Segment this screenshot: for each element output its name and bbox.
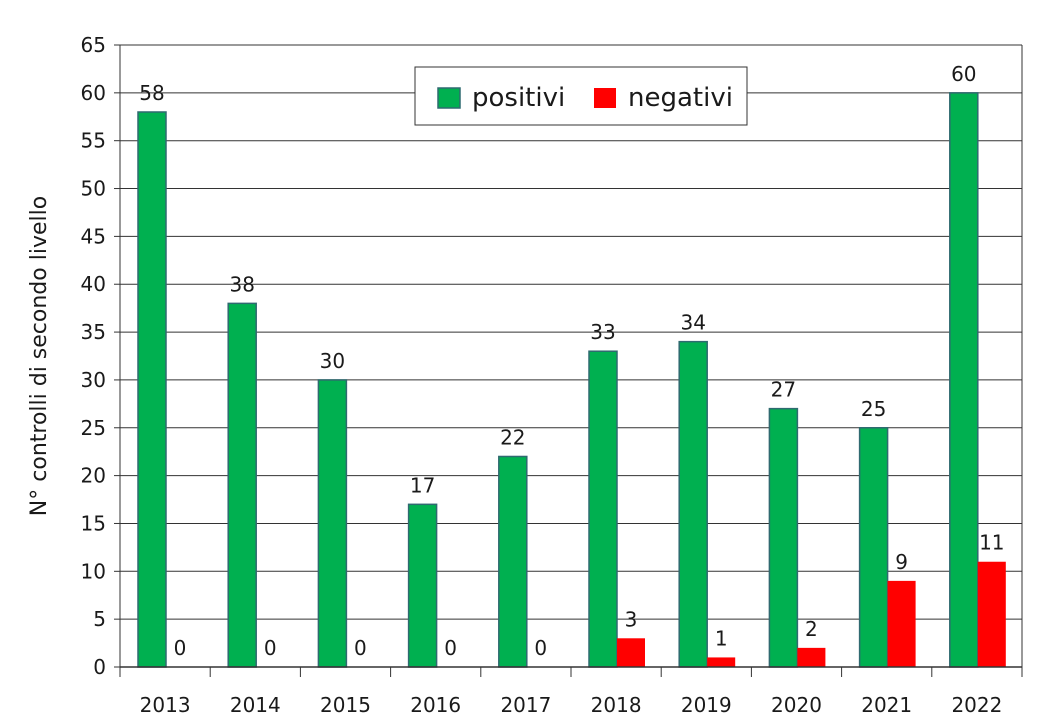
legend-swatch-positivi bbox=[437, 87, 461, 109]
x-tick-label: 2016 bbox=[410, 693, 461, 715]
bars bbox=[137, 92, 1006, 668]
bar-positivi-2016 bbox=[407, 503, 438, 668]
data-label: 2 bbox=[805, 617, 818, 641]
bar-positivi-2015 bbox=[317, 379, 348, 668]
bar-negativi-2021 bbox=[887, 580, 916, 667]
data-label: 0 bbox=[534, 636, 547, 660]
y-tick-label: 0 bbox=[93, 655, 106, 679]
data-label: 9 bbox=[895, 550, 908, 574]
data-label: 60 bbox=[951, 62, 976, 86]
bar-positivi-2014 bbox=[227, 302, 257, 668]
y-tick-label: 30 bbox=[81, 368, 106, 392]
x-tick-label: 2021 bbox=[861, 693, 912, 715]
y-tick-label: 40 bbox=[81, 272, 106, 296]
bar-positivi-2017 bbox=[498, 455, 528, 668]
data-label: 22 bbox=[500, 425, 525, 449]
legend-box bbox=[414, 66, 748, 126]
y-tick-label: 60 bbox=[81, 81, 106, 105]
y-tick-label: 50 bbox=[81, 177, 106, 201]
data-label: 30 bbox=[320, 349, 345, 373]
bar-negativi-2022 bbox=[977, 561, 1006, 667]
bar-positivi-2022 bbox=[949, 92, 979, 668]
legend: positivi negativi bbox=[414, 66, 748, 126]
data-label: 0 bbox=[444, 636, 457, 660]
y-tick-label: 55 bbox=[81, 129, 106, 153]
y-tick-label: 35 bbox=[81, 320, 106, 344]
data-label: 38 bbox=[229, 272, 254, 296]
y-tick-label: 65 bbox=[81, 33, 106, 57]
data-label: 17 bbox=[410, 473, 435, 497]
legend-label-positivi: positivi bbox=[472, 83, 565, 113]
bar-negativi-2018 bbox=[617, 638, 645, 667]
y-axis-label: N° controlli di secondo livello bbox=[27, 196, 52, 516]
x-tick-label: 2018 bbox=[591, 693, 642, 715]
y-tick-label: 10 bbox=[81, 559, 106, 583]
x-tick-label: 2015 bbox=[320, 693, 371, 715]
bar-positivi-2021 bbox=[858, 427, 889, 668]
x-tick-label: 2014 bbox=[230, 693, 281, 715]
y-tick-label: 45 bbox=[81, 224, 106, 248]
legend-label-negativi: negativi bbox=[628, 83, 733, 113]
x-tick-label: 2022 bbox=[951, 693, 1002, 715]
data-label: 0 bbox=[264, 636, 277, 660]
y-tick-label: 20 bbox=[81, 464, 106, 488]
bar-positivi-2018 bbox=[588, 350, 618, 668]
y-tick-label: 25 bbox=[81, 416, 106, 440]
data-label: 0 bbox=[174, 636, 187, 660]
bar-positivi-2019 bbox=[678, 340, 708, 668]
data-label: 25 bbox=[861, 397, 886, 421]
legend-swatch-negativi bbox=[594, 88, 616, 108]
data-label: 33 bbox=[590, 320, 615, 344]
data-label: 1 bbox=[715, 626, 728, 650]
data-label: 11 bbox=[979, 531, 1004, 555]
x-tick-label: 2019 bbox=[681, 693, 732, 715]
x-tick-label: 2013 bbox=[140, 693, 191, 715]
y-tick-label: 15 bbox=[81, 511, 106, 535]
bar-positivi-2013 bbox=[137, 111, 167, 668]
data-label: 58 bbox=[139, 81, 164, 105]
bar-negativi-2019 bbox=[707, 657, 736, 667]
x-tick-label: 2020 bbox=[771, 693, 822, 715]
bar-positivi-2020 bbox=[768, 407, 799, 668]
data-label: 0 bbox=[354, 636, 367, 660]
data-label: 34 bbox=[680, 311, 705, 335]
x-tick-label: 2017 bbox=[500, 693, 551, 715]
data-label: 3 bbox=[625, 607, 638, 631]
bar-negativi-2020 bbox=[797, 647, 826, 667]
y-tick-label: 5 bbox=[93, 607, 106, 631]
data-label: 27 bbox=[771, 378, 796, 402]
